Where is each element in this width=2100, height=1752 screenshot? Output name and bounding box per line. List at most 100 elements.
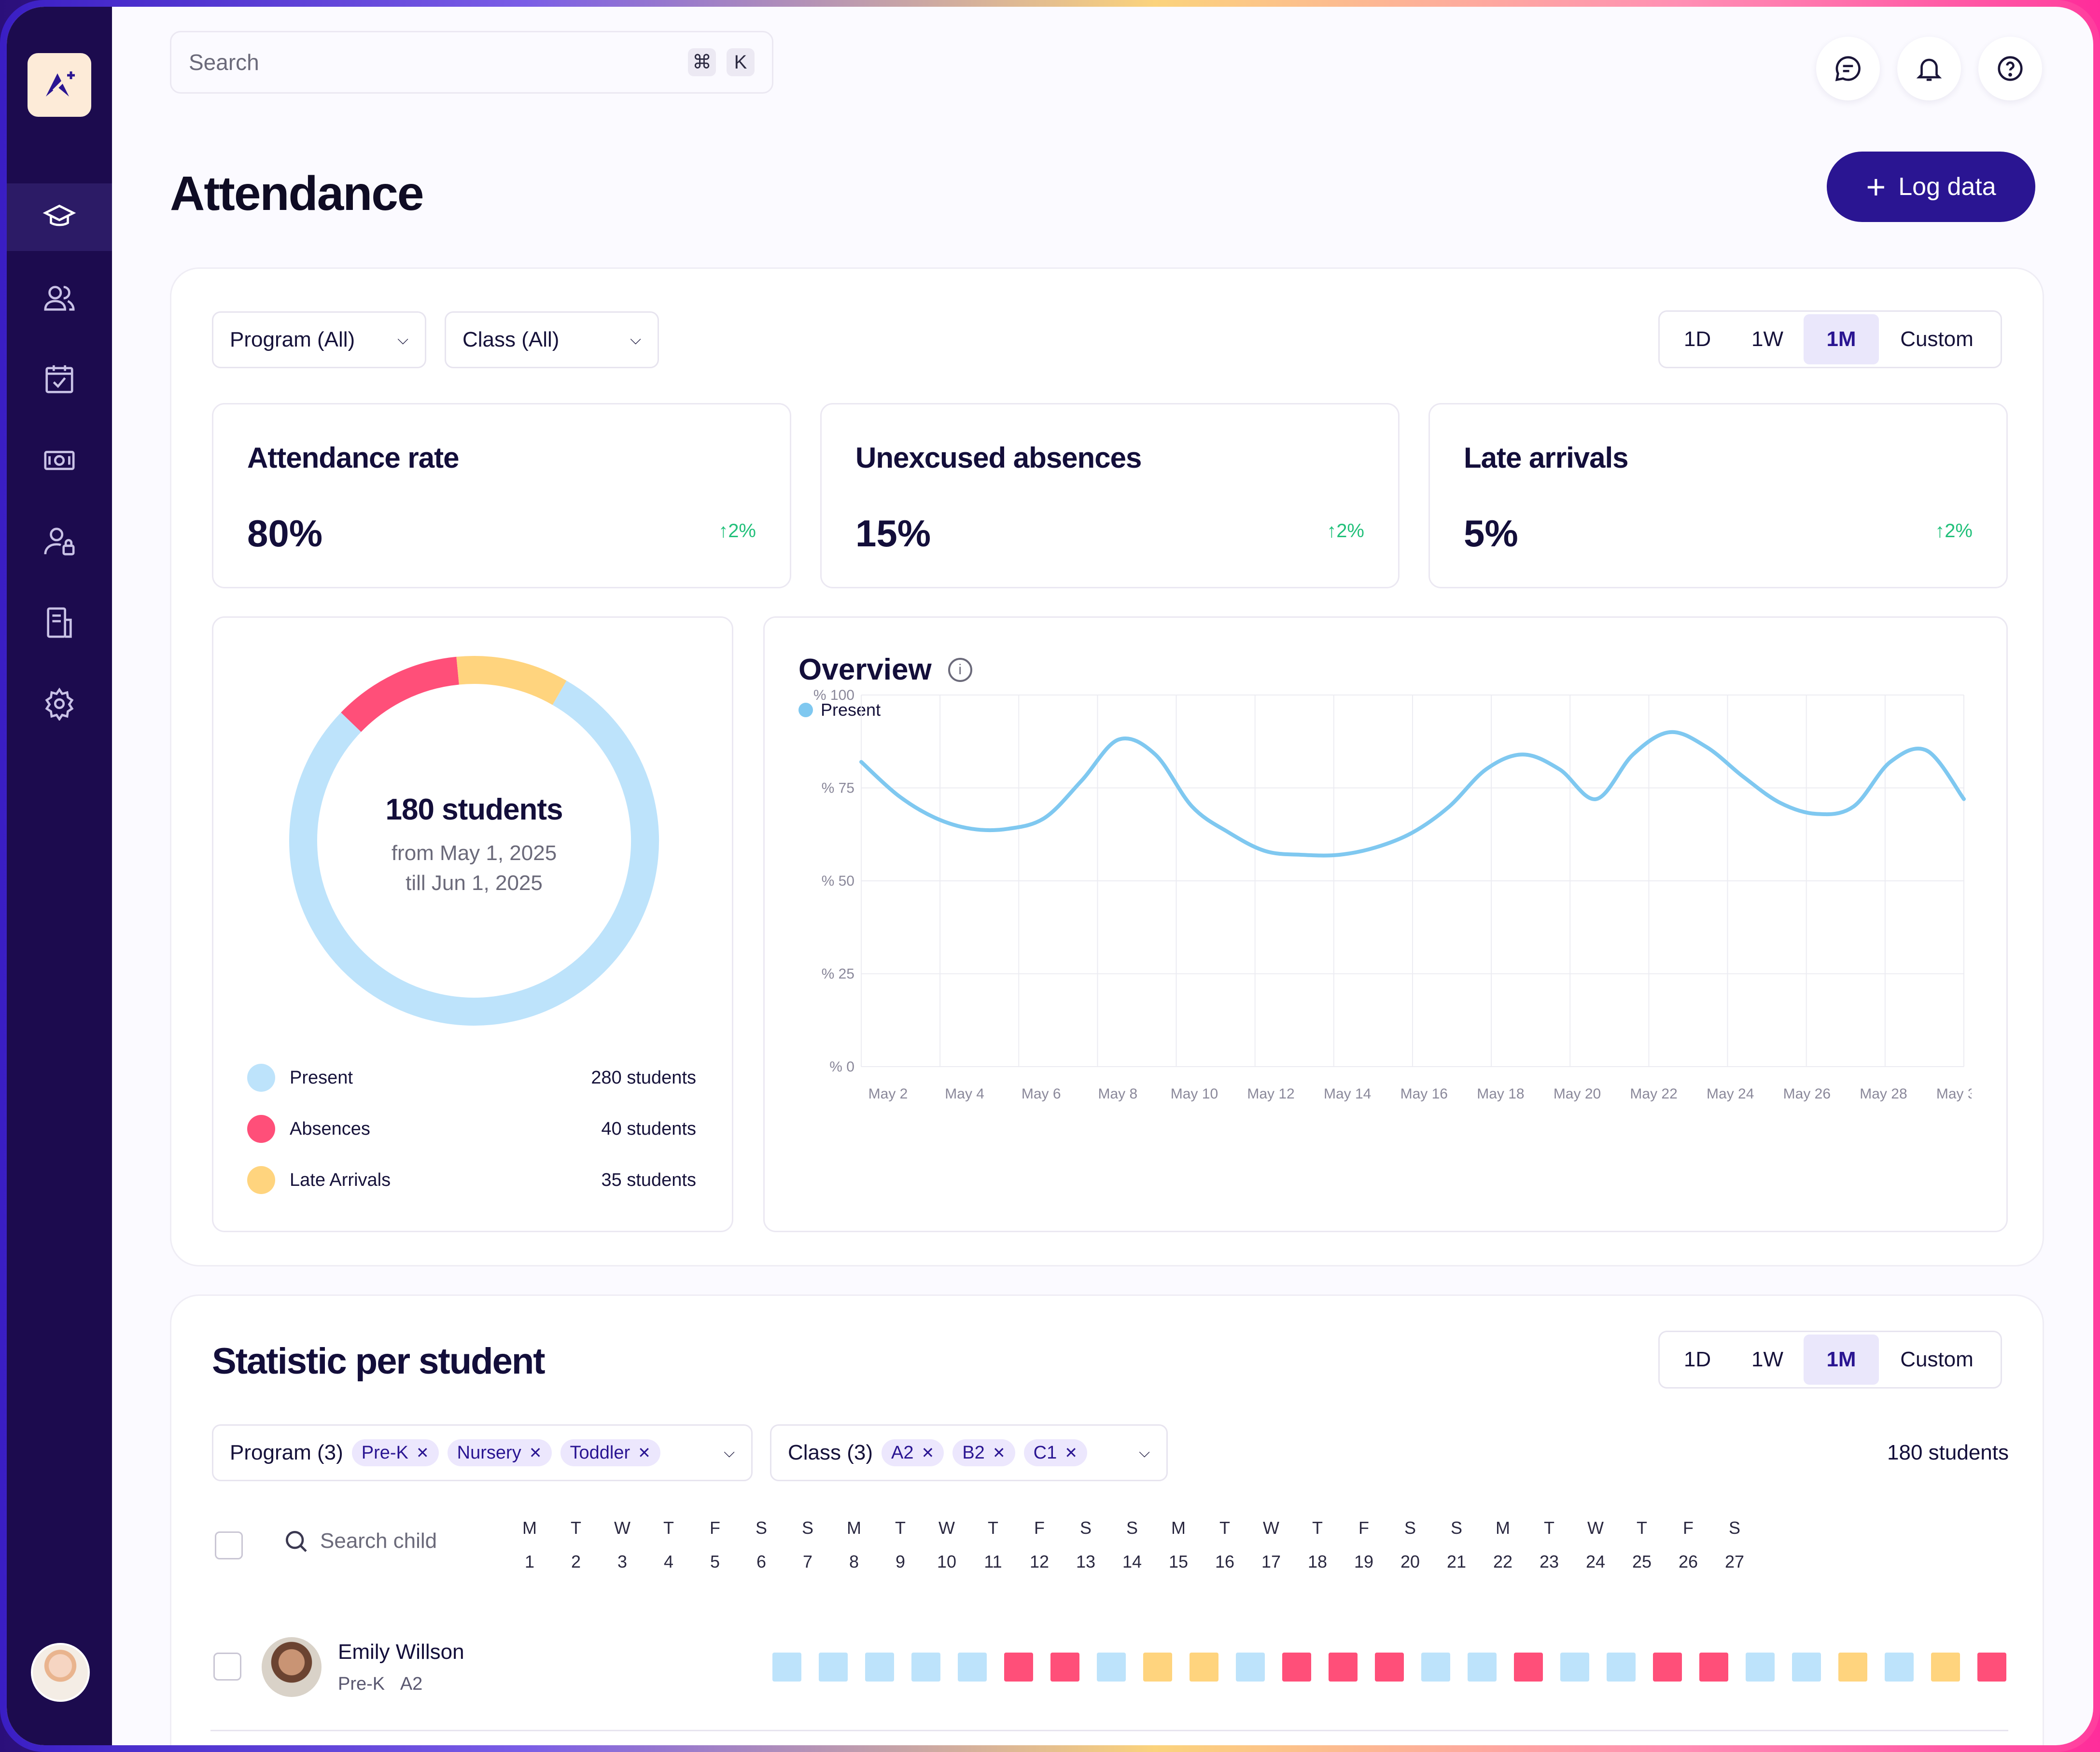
tag-nursery[interactable]: Nursery ✕: [447, 1439, 552, 1466]
sidebar-item-billing[interactable]: [7, 427, 112, 494]
range-1w[interactable]: 1W: [1751, 327, 1783, 351]
attendance-cell[interactable]: [1653, 1653, 1682, 1682]
sidebar-item-reports[interactable]: [7, 589, 112, 656]
close-icon: ✕: [992, 1444, 1006, 1461]
program-filter-label: Program (All): [230, 328, 355, 351]
legend-late-arrivals: Late Arrivals 35 students: [247, 1163, 696, 1197]
class-filter[interactable]: Class (All) ⌵: [445, 311, 659, 368]
log-data-button[interactable]: + Log data: [1827, 152, 2035, 222]
range-1m[interactable]: 1M: [1804, 314, 1879, 364]
range-1d[interactable]: 1D: [1683, 327, 1711, 351]
range-1d[interactable]: 1D: [1683, 1348, 1711, 1371]
attendance-cell[interactable]: [1143, 1653, 1172, 1682]
attendance-cell[interactable]: [1468, 1653, 1497, 1682]
weekday-label: W: [614, 1518, 630, 1538]
program-multiselect[interactable]: Program (3) Pre-K ✕ Nursery ✕ Toddler ✕ ⌵: [212, 1424, 753, 1481]
day-column: S 27: [1715, 1518, 1754, 1572]
attendance-cell[interactable]: [1838, 1653, 1867, 1682]
overview-card: Overview i Present % 0 % 25 % 50 % 75 % 100 …: [763, 616, 2008, 1232]
app-logo[interactable]: [28, 53, 91, 117]
attendance-cell[interactable]: [1560, 1653, 1589, 1682]
attendance-cell[interactable]: [1607, 1653, 1636, 1682]
x-tick-label: May 16: [1400, 1086, 1448, 1102]
weekday-label: M: [522, 1518, 537, 1538]
attendance-cell[interactable]: [1190, 1653, 1218, 1682]
tag-pre-k[interactable]: Pre-K ✕: [351, 1439, 439, 1466]
attendance-cell[interactable]: [819, 1653, 848, 1682]
attendance-cell[interactable]: [1097, 1653, 1126, 1682]
x-tick-label: May 12: [1247, 1086, 1294, 1102]
tag-a2[interactable]: A2 ✕: [882, 1439, 944, 1466]
x-tick-label: May 10: [1171, 1086, 1218, 1102]
search-bar[interactable]: Search ⌘ K: [170, 31, 773, 94]
messages-button[interactable]: [1816, 37, 1880, 100]
day-number: 2: [571, 1552, 581, 1571]
search-child-input[interactable]: Search child: [282, 1528, 437, 1555]
day-number: 5: [710, 1552, 720, 1571]
range-custom[interactable]: Custom: [1900, 327, 1974, 351]
x-tick-label: May 18: [1477, 1086, 1524, 1102]
attendance-cell[interactable]: [1977, 1653, 2006, 1682]
app-window: Search ⌘ K Attendance + Log data Program…: [7, 7, 2093, 1745]
student-name[interactable]: Emily Willson: [338, 1640, 464, 1664]
attendance-cell[interactable]: [1514, 1653, 1543, 1682]
weekday-label: F: [1683, 1518, 1694, 1538]
day-column: S 14: [1113, 1518, 1151, 1572]
day-number: 8: [849, 1552, 859, 1571]
user-avatar[interactable]: [31, 1643, 90, 1702]
day-column: T 23: [1530, 1518, 1568, 1572]
program-filter[interactable]: Program (All) ⌵: [212, 311, 426, 368]
info-icon[interactable]: i: [948, 657, 972, 682]
sidebar-item-tasks[interactable]: [7, 346, 112, 413]
legend-absences: Absences 40 students: [247, 1112, 696, 1146]
select-all-checkbox[interactable]: [215, 1531, 243, 1559]
kpi-title: Unexcused absences: [855, 442, 1142, 474]
overview-line-chart: % 0 % 25 % 50 % 75 % 100 May 2 May 4 May 6 May …: [813, 687, 1972, 1102]
tag-toddler[interactable]: Toddler ✕: [560, 1439, 660, 1466]
graduation-cap-icon: [42, 205, 76, 226]
attendance-cell[interactable]: [1792, 1653, 1821, 1682]
class-multiselect[interactable]: Class (3) A2 ✕ B2 ✕ C1 ✕ ⌵: [770, 1424, 1168, 1481]
attendance-cell[interactable]: [1699, 1653, 1728, 1682]
attendance-cell[interactable]: [1931, 1653, 1960, 1682]
attendance-cell[interactable]: [1050, 1653, 1079, 1682]
help-button[interactable]: [1978, 37, 2042, 100]
money-icon: [44, 451, 75, 470]
x-tick-label: May 22: [1630, 1086, 1677, 1102]
day-column: S 20: [1391, 1518, 1429, 1572]
notifications-button[interactable]: [1897, 37, 1961, 100]
x-tick-label: May 24: [1707, 1086, 1754, 1102]
sidebar-item-settings[interactable]: [7, 670, 112, 737]
attendance-cell[interactable]: [772, 1653, 801, 1682]
attendance-cell[interactable]: [1004, 1653, 1033, 1682]
log-data-label: Log data: [1898, 173, 1996, 201]
sidebar-item-people[interactable]: [7, 264, 112, 332]
attendance-cell[interactable]: [1282, 1653, 1311, 1682]
attendance-cell[interactable]: [1375, 1653, 1404, 1682]
attendance-cell[interactable]: [1329, 1653, 1358, 1682]
attendance-cell[interactable]: [1885, 1653, 1914, 1682]
attendance-cell[interactable]: [865, 1653, 894, 1682]
attendance-cell[interactable]: [1236, 1653, 1265, 1682]
attendance-cell[interactable]: [958, 1653, 987, 1682]
range-1m[interactable]: 1M: [1804, 1335, 1879, 1385]
day-number: 9: [895, 1552, 906, 1571]
attendance-cell[interactable]: [1421, 1653, 1450, 1682]
row-checkbox[interactable]: [213, 1653, 241, 1681]
attendance-cell[interactable]: [911, 1653, 940, 1682]
donut-total: 180 students: [385, 793, 563, 826]
range-1w[interactable]: 1W: [1751, 1348, 1783, 1371]
chevron-down-icon: ⌵: [724, 1445, 735, 1460]
sidebar-item-staff[interactable]: [7, 508, 112, 575]
attendance-cell[interactable]: [1746, 1653, 1775, 1682]
close-icon: ✕: [1064, 1444, 1078, 1461]
tag-b2[interactable]: B2 ✕: [952, 1439, 1015, 1466]
weekday-label: T: [663, 1518, 674, 1538]
tag-c1[interactable]: C1 ✕: [1023, 1439, 1088, 1466]
sidebar-item-attendance[interactable]: [7, 183, 112, 251]
range-custom[interactable]: Custom: [1900, 1348, 1974, 1371]
